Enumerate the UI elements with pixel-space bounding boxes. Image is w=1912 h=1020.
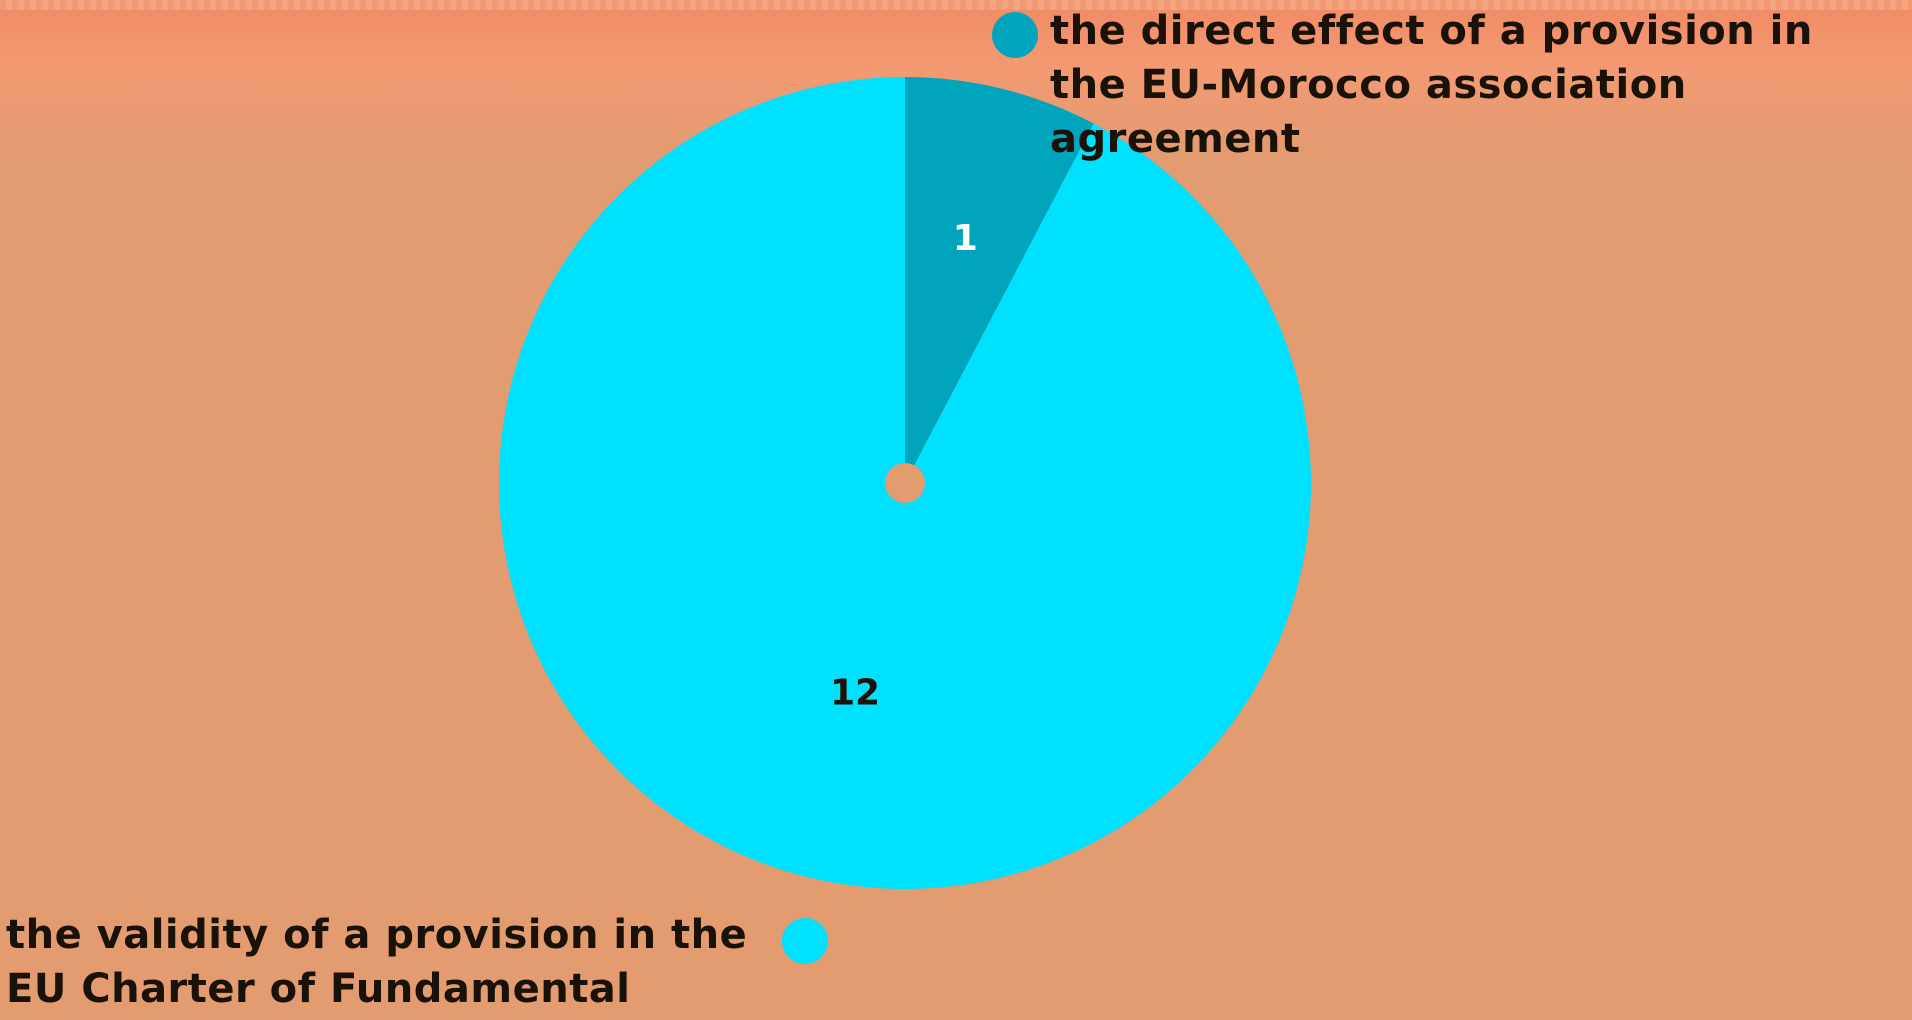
legend-entry-direct-effect: the direct effect of a provision in the … xyxy=(992,4,1900,166)
legend-label-validity: the validity of a provision in the EU Ch… xyxy=(6,912,748,1012)
pie-slice-label-1: 12 xyxy=(830,673,880,714)
legend-entry-validity: the validity of a provision in the EU Ch… xyxy=(6,908,828,1020)
pie-center-hole xyxy=(885,463,925,503)
legend-label-direct-effect: the direct effect of a provision in the … xyxy=(1050,8,1813,162)
pie-slice-0 xyxy=(905,77,1094,483)
pie-slice-label-0: 1 xyxy=(953,218,978,259)
legend-swatch-validity xyxy=(782,918,828,964)
header-strip xyxy=(0,0,1912,10)
legend-swatch-direct-effect xyxy=(992,12,1038,58)
